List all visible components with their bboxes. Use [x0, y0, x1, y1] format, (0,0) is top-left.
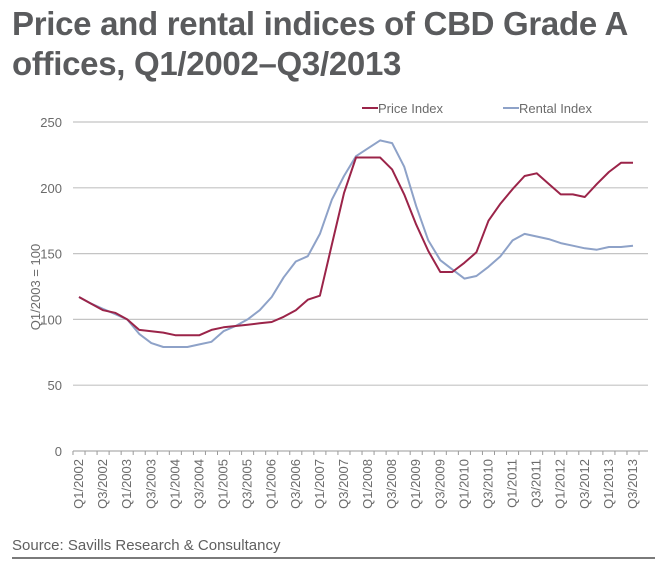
- x-tick-label: Q1/2006: [264, 459, 279, 509]
- x-tick-label: Q1/2012: [553, 459, 568, 509]
- source-note: Source: Savills Research & Consultancy: [12, 537, 281, 554]
- x-tick-label: Q3/2004: [191, 459, 206, 509]
- chart-title: Price and rental indices of CBD Grade A …: [12, 5, 627, 82]
- series-lines: [78, 139, 634, 348]
- y-tick-label: 0: [55, 444, 62, 459]
- legend: Price Index Rental Index: [362, 101, 592, 116]
- x-tick-label: Q1/2013: [601, 459, 616, 509]
- x-tick-label: Q1/2008: [360, 459, 375, 509]
- x-tick-label: Q1/2007: [312, 459, 327, 509]
- x-tick-label: Q3/2009: [432, 459, 447, 509]
- x-tick-label: Q3/2003: [143, 459, 158, 509]
- y-axis-label: Q1/2003 = 100: [28, 244, 43, 330]
- x-tick-label: Q3/2008: [384, 459, 399, 509]
- y-tick-label: 250: [40, 115, 62, 130]
- x-tick-label: Q3/2013: [625, 459, 640, 509]
- y-axis-ticks: 0 50 100 150 200 250: [40, 115, 62, 459]
- x-tick-label: Q3/2007: [336, 459, 351, 509]
- x-tick-label: Q1/2010: [456, 459, 471, 509]
- x-tick-label: Q1/2009: [408, 459, 423, 509]
- x-tick-label: Q1/2011: [505, 459, 520, 508]
- y-tick-label: 100: [40, 312, 62, 327]
- x-tick-label: Q3/2005: [240, 459, 255, 509]
- y-tick-label: 200: [40, 181, 62, 196]
- series-line-price-index: [78, 156, 633, 337]
- x-tick-label: Q1/2004: [167, 459, 182, 509]
- legend-label: Rental Index: [519, 101, 592, 116]
- x-axis: Q1/2002 Q3/2002 Q1/2003 Q3/2003 Q1/2004 Q3/20…: [71, 450, 648, 509]
- source-divider: [12, 557, 655, 559]
- x-tick-label: Q3/2010: [480, 459, 495, 509]
- x-tick-label: Q1/2003: [119, 459, 134, 509]
- x-tick-label: Q3/2012: [577, 459, 592, 509]
- y-tick-label: 150: [40, 247, 62, 262]
- series-line-rental-index: [78, 139, 634, 348]
- x-tick-label: Q3/2002: [95, 459, 110, 509]
- x-tick-label: Q3/2006: [288, 459, 303, 509]
- x-tick-label: Q3/2011: [529, 459, 544, 508]
- x-tick-label: Q1/2002: [71, 459, 86, 509]
- x-tick-label: Q1/2005: [216, 459, 231, 509]
- legend-label: Price Index: [378, 101, 444, 116]
- y-tick-label: 50: [48, 378, 62, 393]
